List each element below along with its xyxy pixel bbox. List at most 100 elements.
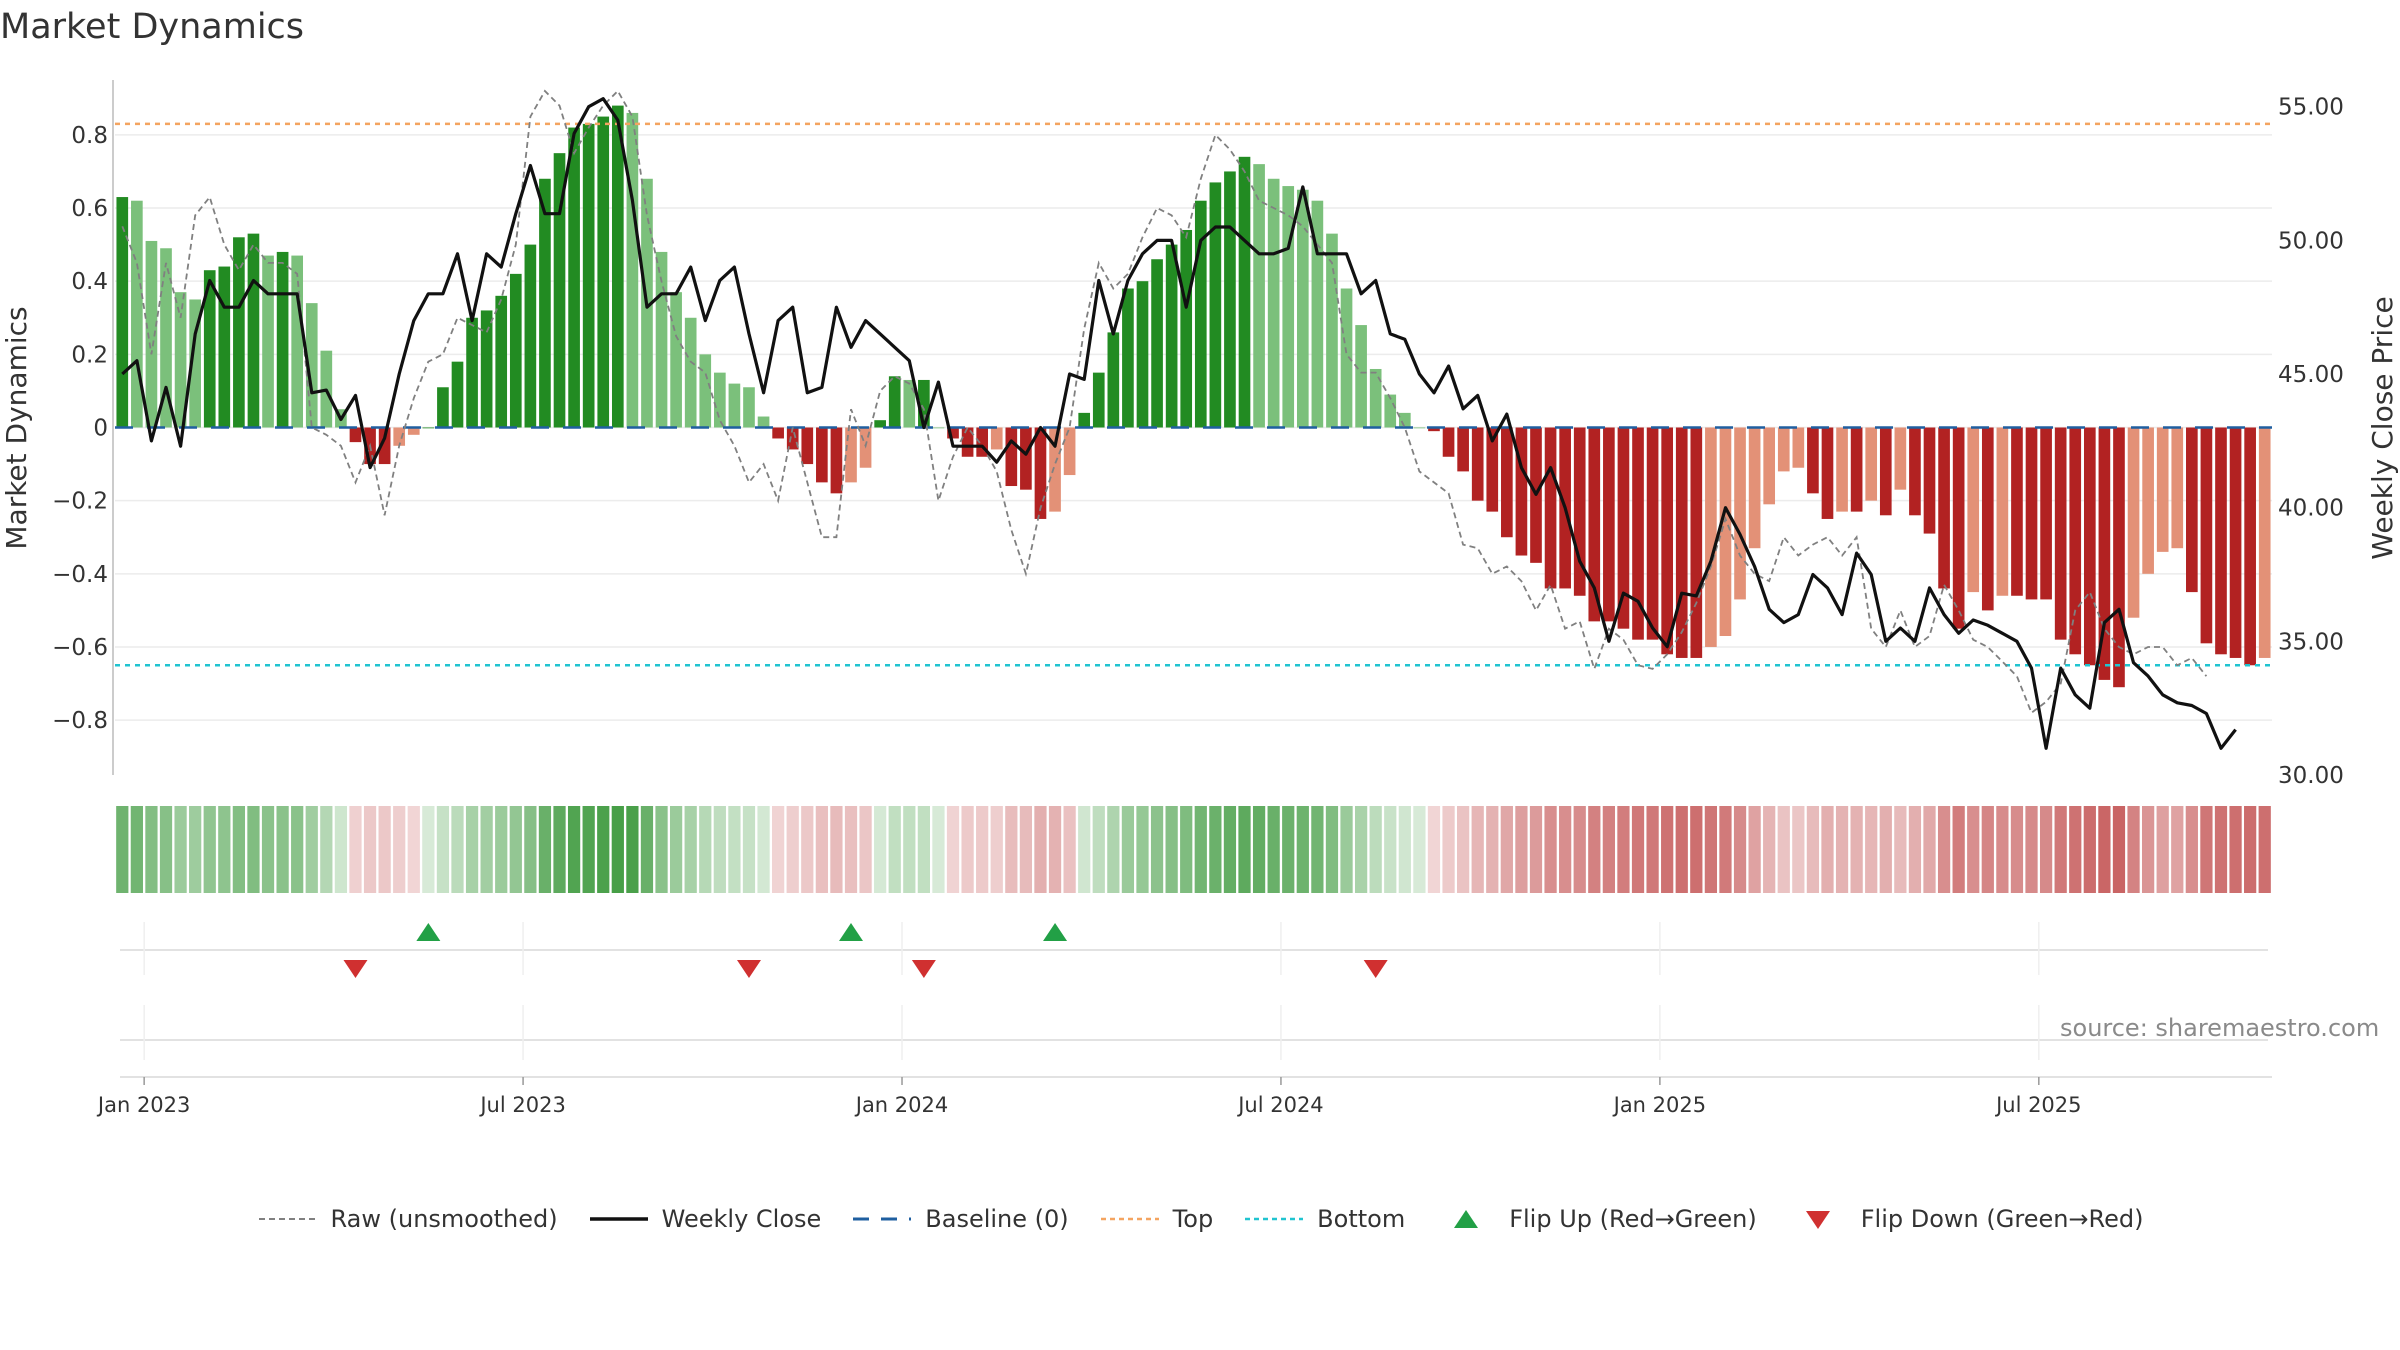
regime-cell — [1748, 806, 1761, 893]
regime-cell — [1340, 806, 1353, 893]
flip-markers-panel — [120, 922, 2272, 1078]
dynamics-bar — [247, 233, 260, 428]
dynamics-bar — [2229, 427, 2242, 658]
dynamics-bar — [1865, 427, 1878, 501]
regime-cell — [2054, 806, 2067, 893]
regime-cell — [1661, 806, 1674, 893]
legend-label: Flip Up (Red→Green) — [1509, 1205, 1757, 1233]
dynamics-bar — [699, 354, 712, 428]
regime-cell — [2171, 806, 2184, 893]
regime-cell — [844, 806, 858, 893]
legend-item: Flip Down (Green→Red) — [1787, 1205, 2144, 1233]
regime-cell — [1952, 806, 1965, 893]
dynamics-bar — [1355, 325, 1367, 428]
dynamics-bar — [2200, 427, 2213, 644]
regime-cell — [2156, 806, 2169, 893]
legend-item: Top — [1099, 1205, 1213, 1233]
dynamics-bar — [655, 251, 668, 428]
dynamics-bar — [1194, 200, 1207, 428]
legend-triangle-up — [1454, 1210, 1479, 1228]
regime-cell — [1631, 806, 1645, 893]
dynamics-bar — [131, 200, 143, 428]
dynamics-bar — [1486, 427, 1499, 512]
dynamics-bar — [932, 427, 945, 429]
regime-cell — [917, 806, 930, 893]
regime-cell — [757, 806, 770, 893]
dynamics-bar — [1763, 427, 1776, 505]
regime-cell — [1602, 806, 1615, 893]
regime-cell — [2127, 806, 2140, 893]
regime-cell — [524, 806, 537, 893]
regime-cell — [1384, 806, 1397, 893]
legend-swatch — [1100, 1217, 1159, 1221]
legend-swatch — [1805, 1211, 1830, 1229]
dynamics-bar — [1369, 368, 1382, 428]
dynamics-bar — [495, 295, 508, 428]
flip-up-marker — [1043, 923, 1068, 941]
dynamics-bar — [1165, 244, 1178, 428]
dynamics-bar — [524, 244, 537, 428]
regime-cell — [888, 806, 901, 893]
dynamics-bar — [2127, 427, 2140, 618]
dynamics-bar — [990, 427, 1003, 450]
regime-cell — [1398, 806, 1411, 893]
x-axis-ticks: Jan 2023 Jul 2023 Jan 2024 Jul 2024 Jan 2025… — [96, 1077, 2082, 1117]
regime-cell — [976, 806, 989, 893]
dynamics-bar — [1952, 427, 1965, 629]
dynamics-bar — [1034, 427, 1047, 519]
regime-cell — [480, 806, 493, 893]
regime-cell — [1777, 806, 1790, 893]
dynamics-bar — [903, 379, 916, 428]
regime-cell — [1209, 806, 1222, 893]
regime-cell — [1442, 806, 1455, 893]
regime-cell — [699, 806, 712, 893]
dynamics-bar — [1777, 427, 1790, 472]
dynamics-bar — [349, 427, 362, 443]
regime-cell — [1267, 806, 1280, 893]
dynamics-bar — [1894, 427, 1907, 490]
x-tick-label: Jul 2025 — [1994, 1093, 2081, 1117]
regime-cell — [1719, 806, 1732, 893]
dynamics-bar — [1544, 427, 1557, 589]
dynamics-bar — [1296, 189, 1309, 428]
dynamics-bar — [1515, 427, 1528, 556]
chart-title: Market Dynamics — [0, 7, 304, 47]
dynamics-bar — [2142, 427, 2154, 574]
dynamics-bar — [1501, 427, 1513, 538]
flip-down-marker — [1363, 960, 1388, 978]
regime-cell — [422, 806, 435, 893]
dynamics-bar — [597, 116, 610, 428]
regime-cell — [990, 806, 1003, 893]
legend: Raw (unsmoothed) Weekly Close Baseline (0)… — [0, 1205, 2400, 1233]
regime-cell — [495, 806, 508, 893]
dynamics-bar — [1923, 427, 1936, 534]
left-tick-label: −0.2 — [52, 489, 108, 515]
legend-item: Weekly Close — [588, 1205, 822, 1233]
right-tick-label: 55.00 — [2278, 95, 2344, 121]
regime-cell — [1019, 806, 1033, 893]
legend-label: Weekly Close — [661, 1205, 822, 1233]
regime-cell — [1325, 806, 1339, 893]
left-tick-label: −0.4 — [52, 562, 108, 588]
regime-cell — [509, 806, 522, 893]
regime-cell — [1573, 806, 1586, 893]
regime-cell — [174, 806, 187, 893]
legend-swatch — [853, 1217, 912, 1221]
dynamics-bar — [1661, 427, 1673, 655]
regime-cell — [1646, 806, 1659, 893]
regime-cell — [1704, 806, 1718, 893]
dynamics-bar — [582, 123, 595, 428]
legend-item: Bottom — [1243, 1205, 1405, 1233]
dynamics-bar — [203, 270, 216, 428]
regime-cell — [1996, 806, 2009, 893]
dynamics-bar — [2083, 427, 2096, 666]
source-credit: source: sharemaestro.com — [2060, 1014, 2380, 1042]
dynamics-bar — [1457, 427, 1469, 472]
regime-cell — [626, 806, 639, 893]
dynamics-bar — [1471, 427, 1484, 501]
dynamics-bar — [611, 105, 624, 428]
dynamics-bar — [976, 427, 989, 457]
dynamics-bar — [1646, 427, 1659, 640]
dynamics-bar — [1253, 164, 1265, 428]
regime-cell — [2229, 806, 2242, 893]
